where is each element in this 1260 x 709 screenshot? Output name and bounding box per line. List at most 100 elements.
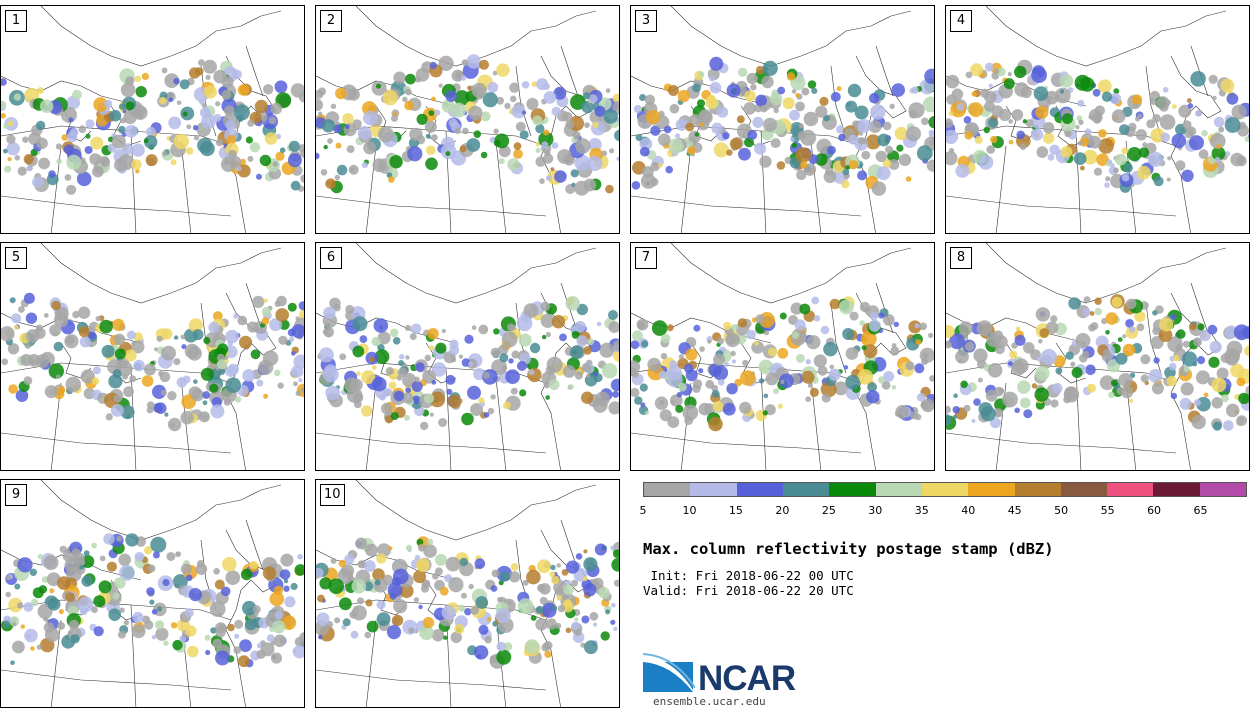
reflectivity-cell (1195, 110, 1202, 117)
reflectivity-cell (530, 615, 537, 621)
reflectivity-cell (779, 373, 794, 389)
reflectivity-cell (291, 351, 296, 356)
reflectivity-cell (790, 302, 803, 315)
reflectivity-cell (709, 81, 722, 94)
reflectivity-cell (254, 99, 268, 113)
reflectivity-cell (185, 147, 194, 155)
reflectivity-cell (431, 362, 447, 377)
reflectivity-cell (584, 122, 590, 128)
colorbar-tick-label: 60 (1147, 504, 1162, 517)
reflectivity-cell (1071, 367, 1083, 378)
map-boundary (495, 377, 507, 470)
reflectivity-cell (393, 599, 408, 614)
reflectivity-cell (498, 580, 504, 586)
reflectivity-cell (1236, 415, 1248, 426)
reflectivity-cell (750, 84, 757, 91)
map-boundary (1075, 130, 1082, 233)
reflectivity-cell (1238, 392, 1249, 405)
reflectivity-cell (881, 380, 891, 390)
reflectivity-cell (608, 310, 618, 320)
reflectivity-cell (431, 629, 445, 642)
reflectivity-cell (263, 393, 269, 399)
reflectivity-cell (763, 117, 778, 132)
figure-title: Max. column reflectivity postage stamp (… (643, 540, 1054, 558)
reflectivity-cell (431, 134, 438, 141)
reflectivity-cell (1013, 358, 1029, 374)
reflectivity-cell (1158, 328, 1173, 342)
reflectivity-cell (364, 631, 372, 639)
reflectivity-cell (443, 635, 448, 640)
reflectivity-cell (924, 68, 934, 84)
reflectivity-cell (908, 102, 925, 119)
reflectivity-cell (882, 314, 895, 326)
reflectivity-cell (898, 153, 912, 166)
reflectivity-cell (276, 295, 287, 307)
reflectivity-cell (1, 113, 6, 119)
map-boundary (40, 480, 282, 541)
reflectivity-cell (389, 328, 399, 338)
reflectivity-cell (890, 346, 900, 356)
reflectivity-cell (503, 401, 511, 410)
reflectivity-cell (1106, 359, 1120, 373)
reflectivity-cell (161, 328, 173, 340)
reflectivity-cell (859, 320, 865, 326)
reflectivity-cell (565, 296, 580, 311)
reflectivity-cell (344, 124, 350, 129)
reflectivity-cell (226, 135, 237, 145)
reflectivity-cell (794, 319, 806, 331)
reflectivity-cell (1031, 128, 1044, 141)
reflectivity-cell (795, 93, 800, 98)
reflectivity-cell (805, 359, 811, 365)
reflectivity-cell (1208, 74, 1218, 84)
reflectivity-cell (438, 55, 454, 71)
reflectivity-cell (610, 545, 615, 550)
reflectivity-cell (416, 558, 430, 572)
reflectivity-cell (6, 134, 16, 144)
reflectivity-cell (381, 402, 393, 415)
reflectivity-cell (168, 97, 173, 102)
reflectivity-cell (528, 369, 535, 376)
map-boundary (680, 145, 692, 233)
reflectivity-cell (986, 145, 995, 154)
reflectivity-cell (1059, 89, 1065, 94)
reflectivity-cell (363, 141, 377, 155)
reflectivity-cell (510, 387, 518, 395)
reflectivity-cell (278, 335, 288, 345)
reflectivity-cell (270, 102, 283, 115)
reflectivity-cell (543, 381, 551, 389)
reflectivity-cell (791, 89, 797, 94)
reflectivity-cell (234, 619, 244, 629)
reflectivity-cell (135, 169, 140, 174)
reflectivity-cell (965, 71, 973, 79)
reflectivity-cell (496, 63, 510, 77)
reflectivity-cell (523, 303, 539, 318)
member-number-label: 3 (635, 10, 657, 32)
reflectivity-cell (1054, 87, 1071, 104)
reflectivity-cell (438, 418, 448, 427)
reflectivity-cell (144, 135, 158, 149)
reflectivity-cell (1105, 330, 1110, 335)
reflectivity-cell (574, 371, 583, 380)
reflectivity-cell (1075, 333, 1091, 348)
reflectivity-cell (587, 155, 603, 171)
reflectivity-cell (464, 608, 472, 616)
map-boundary (1, 195, 232, 217)
reflectivity-cell (38, 157, 50, 170)
map-boundary (875, 45, 894, 97)
reflectivity-cell (522, 579, 529, 586)
reflectivity-cell (499, 353, 509, 363)
reflectivity-cell (6, 575, 12, 581)
reflectivity-cell (108, 374, 123, 389)
reflectivity-cell (363, 581, 374, 592)
reflectivity-cell (1189, 135, 1204, 151)
reflectivity-cell (184, 608, 194, 618)
reflectivity-cell (420, 421, 429, 431)
reflectivity-cell (1002, 391, 1018, 408)
reflectivity-cell (537, 559, 551, 574)
reflectivity-cell (352, 316, 368, 332)
reflectivity-cell (779, 312, 787, 320)
reflectivity-cell (1196, 356, 1206, 365)
reflectivity-cell (841, 180, 850, 189)
reflectivity-cell (111, 134, 126, 149)
reflectivity-cell (316, 612, 330, 626)
